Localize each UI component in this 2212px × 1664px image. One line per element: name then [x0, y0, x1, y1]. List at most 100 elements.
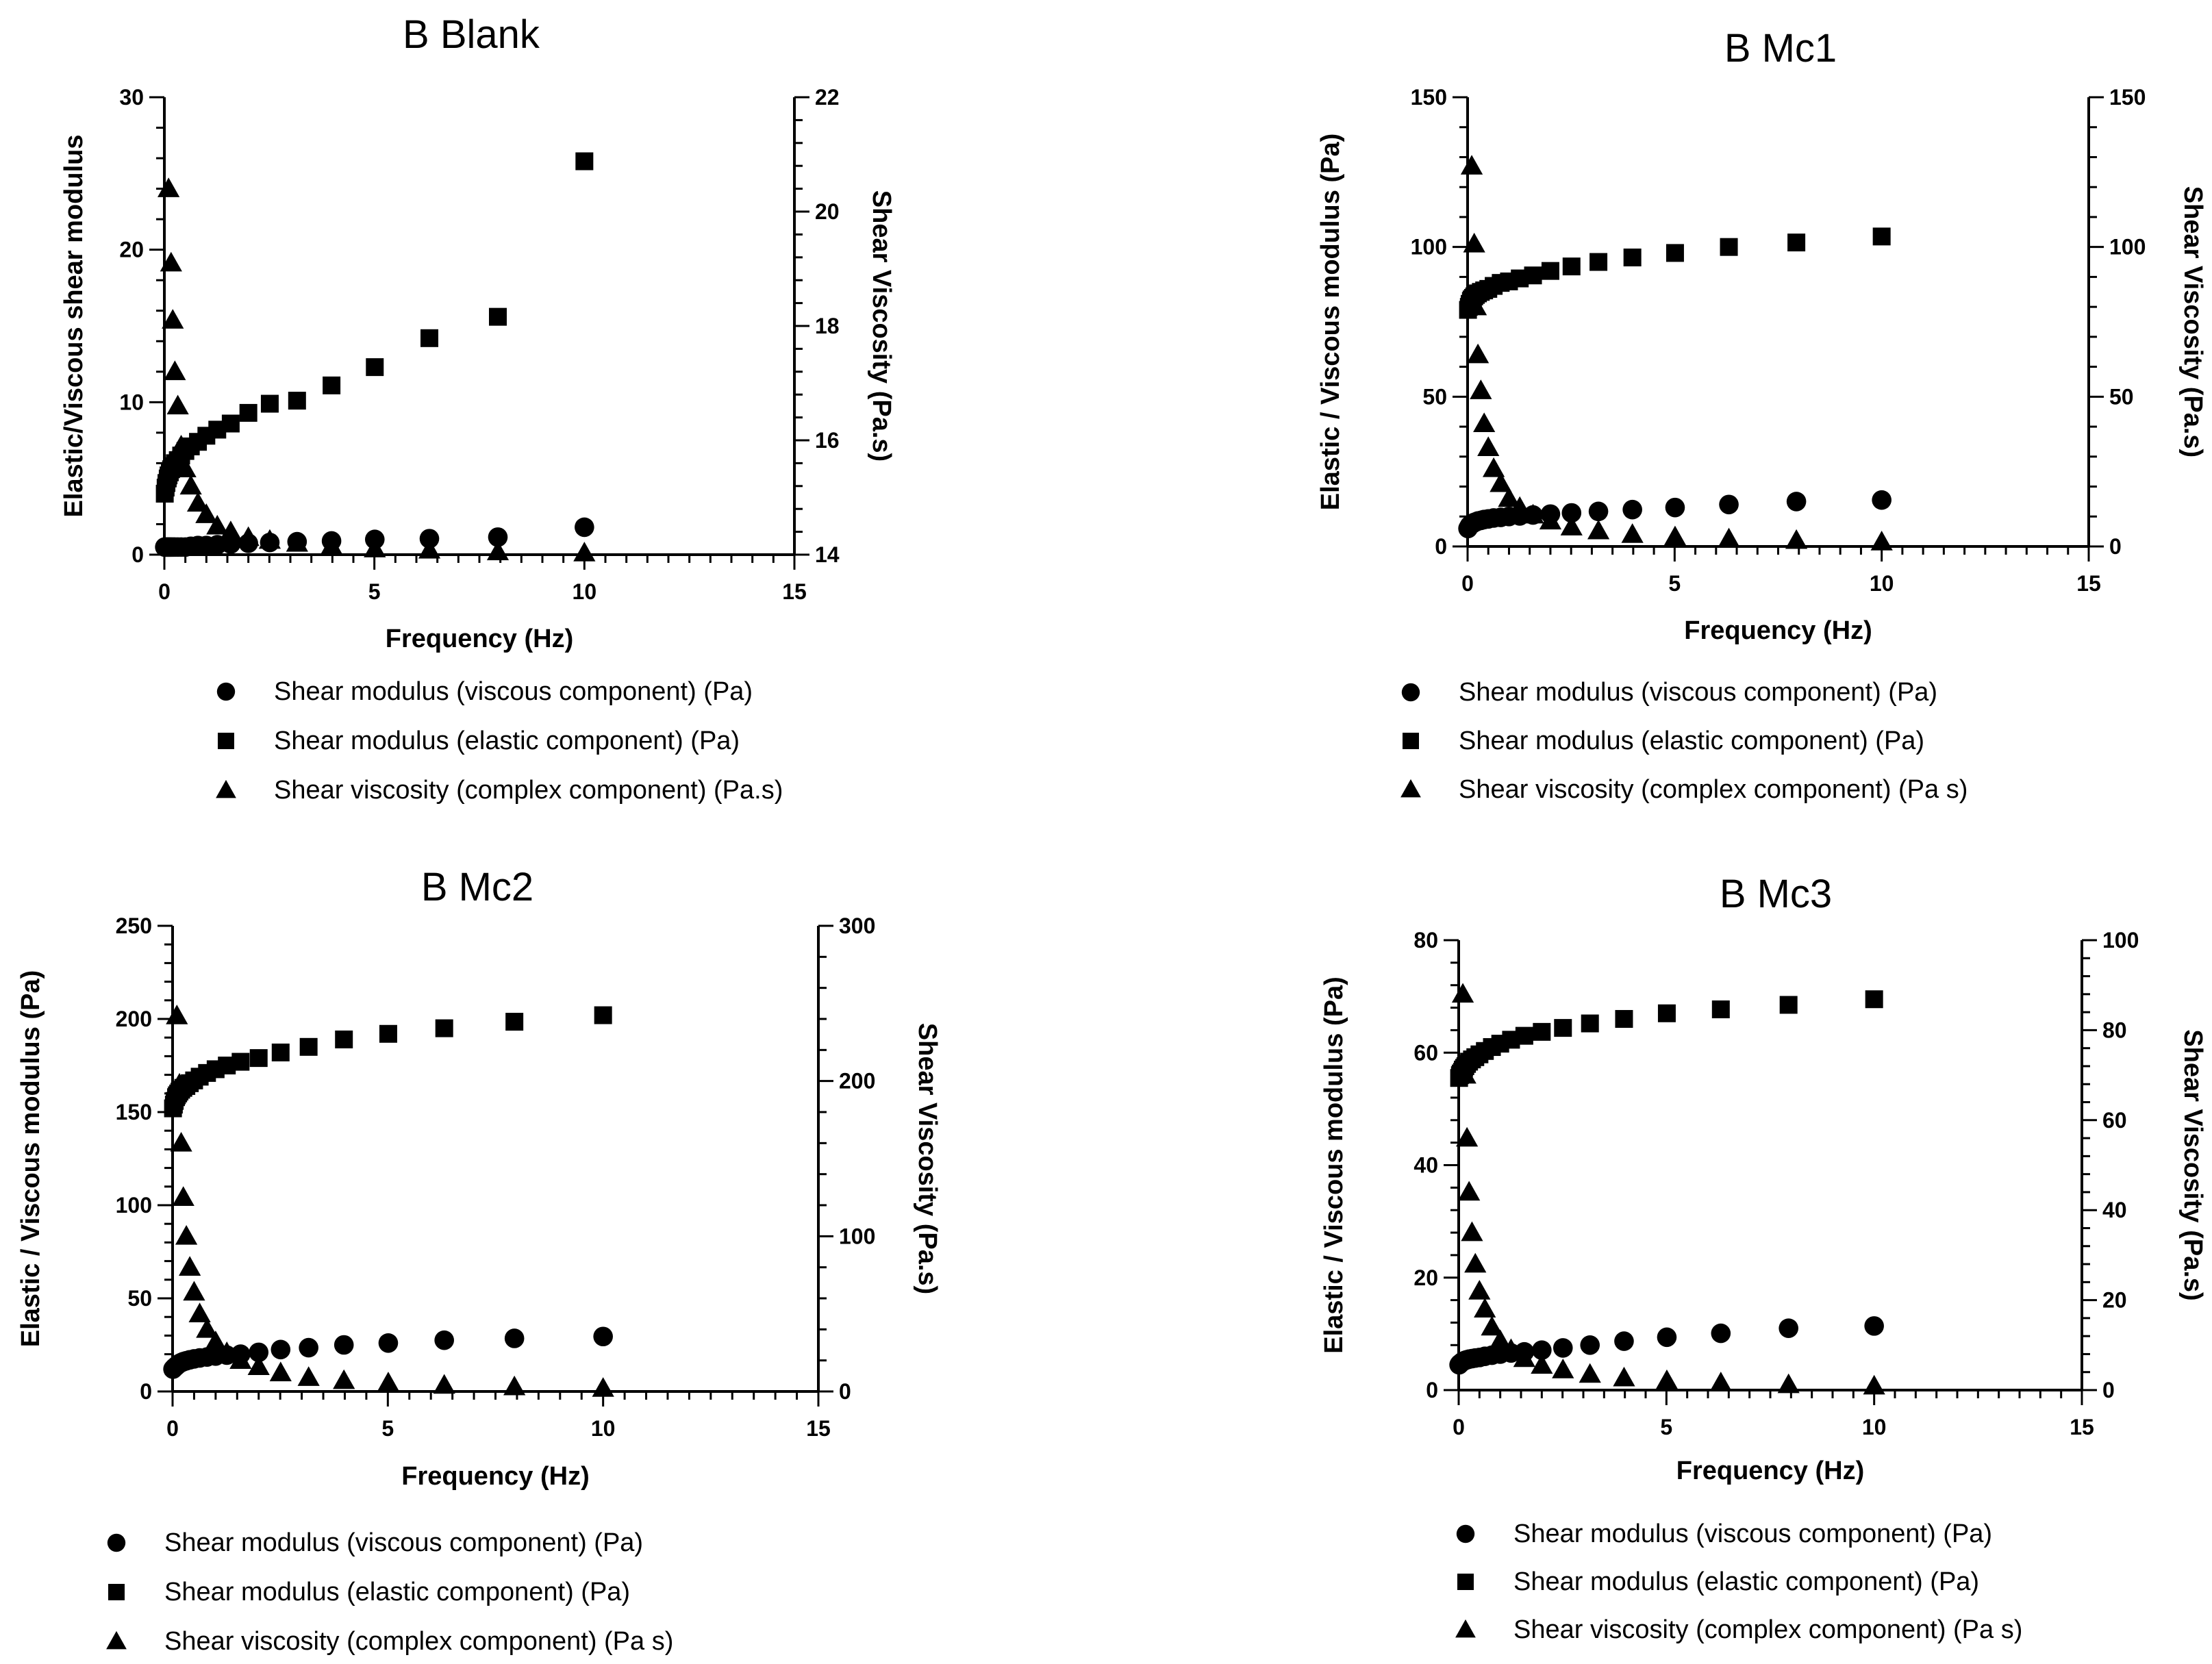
series-triangle — [158, 177, 596, 562]
data-point-circle — [378, 1333, 399, 1353]
data-point-triangle — [1718, 527, 1740, 548]
data-point-circle — [1786, 492, 1807, 512]
chart-title: B Mc1 — [1724, 26, 1837, 71]
data-point-triangle — [206, 514, 229, 535]
legend-marker-triangle — [1400, 779, 1421, 798]
legend: Shear modulus (viscous component) (Pa) Sh… — [1455, 1520, 2022, 1644]
data-point-triangle — [160, 251, 182, 272]
data-point-triangle — [1709, 1372, 1732, 1391]
data-point-triangle — [219, 520, 242, 540]
data-point-triangle — [1490, 472, 1512, 492]
legend-label: Shear modulus (elastic component) (Pa) — [274, 727, 740, 755]
data-point-triangle — [286, 531, 308, 552]
data-point-triangle — [1513, 1347, 1535, 1367]
series-square — [1459, 227, 1891, 319]
data-point-triangle — [1477, 436, 1500, 456]
data-point-triangle — [1621, 523, 1644, 543]
data-point-square — [1581, 1014, 1599, 1033]
y2-tick-label: 100 — [839, 1224, 875, 1248]
y2-tick-label: 80 — [2102, 1018, 2127, 1042]
y-tick-label: 30 — [119, 85, 144, 110]
legend-marker-triangle — [1455, 1619, 1476, 1638]
data-point-triangle — [1500, 1338, 1522, 1359]
legend-marker-circle — [107, 1533, 126, 1552]
y-tick-label: 0 — [131, 542, 144, 567]
data-point-square — [594, 1006, 612, 1024]
chart-panel-2: B Mc1 0 50 100 150 0 50 100 150 0 5 10 15 Frequency (… — [1316, 26, 2207, 804]
data-point-circle — [1580, 1335, 1600, 1355]
legend-marker-triangle — [106, 1630, 127, 1650]
data-point-triangle — [1468, 1280, 1491, 1300]
data-point-circle — [249, 1342, 269, 1363]
data-point-triangle — [162, 309, 184, 329]
data-point-triangle — [1461, 1221, 1483, 1241]
chart-title: B Mc2 — [421, 865, 533, 909]
y-tick-label: 0 — [1435, 534, 1447, 559]
legend-label: Shear modulus (elastic component) (Pa) — [1513, 1567, 1979, 1596]
data-point-triangle — [1470, 379, 1492, 399]
data-point-triangle — [258, 529, 281, 549]
data-point-square — [420, 329, 439, 347]
data-point-circle — [434, 1330, 454, 1350]
legend: Shear modulus (viscous component) (Pa) Sh… — [216, 677, 783, 805]
y-tick-label: 0 — [1426, 1378, 1438, 1402]
data-point-triangle — [1481, 1315, 1503, 1336]
y-tick-label: 50 — [1422, 384, 1447, 409]
series-triangle — [1451, 983, 1885, 1395]
data-point-triangle — [1522, 503, 1544, 524]
x-tick-label: 10 — [1862, 1415, 1887, 1439]
y-tick-label: 20 — [119, 238, 144, 262]
data-point-square — [231, 1052, 250, 1071]
data-point-square — [1720, 238, 1738, 256]
data-point-triangle — [364, 538, 386, 557]
y2-tick-label: 300 — [839, 913, 875, 938]
data-point-triangle — [1777, 1373, 1800, 1394]
x-tick-label: 5 — [1660, 1415, 1672, 1439]
y-tick-label: 10 — [119, 390, 144, 414]
data-point-square — [260, 394, 279, 413]
y-tick-label: 80 — [1413, 928, 1438, 953]
y-tick-label: 150 — [116, 1100, 152, 1124]
data-point-square — [1711, 1000, 1730, 1019]
data-point-circle — [1532, 1340, 1552, 1360]
series-square — [155, 152, 594, 503]
data-point-circle — [334, 1335, 354, 1355]
data-point-square — [1657, 1004, 1676, 1022]
y-axis-label: Elastic / Viscous modulus (Pa) — [16, 970, 45, 1347]
x-tick-label: 5 — [1668, 571, 1681, 596]
y-tick-label: 200 — [116, 1007, 152, 1031]
legend-label: Shear modulus (viscous component) (Pa) — [1513, 1520, 1992, 1548]
data-point-triangle — [1863, 1374, 1885, 1395]
y-tick-label: 100 — [116, 1193, 152, 1218]
data-point-triangle — [229, 1349, 252, 1369]
data-point-square — [1515, 1026, 1533, 1045]
y-tick-label: 40 — [1413, 1153, 1438, 1178]
data-point-square — [221, 414, 240, 433]
data-point-triangle — [1460, 155, 1483, 175]
data-point-triangle — [188, 1302, 211, 1322]
data-point-triangle — [1655, 1369, 1679, 1389]
data-point-circle — [1711, 1323, 1731, 1344]
y-tick-label: 100 — [1411, 235, 1447, 260]
x-tick-label: 0 — [158, 579, 171, 604]
x-tick-label: 10 — [1870, 571, 1894, 596]
data-point-square — [1562, 257, 1581, 276]
y-axis-label: Elastic / Viscous modulus (Pa) — [1320, 976, 1348, 1353]
data-point-square — [1872, 227, 1891, 246]
data-point-square — [1779, 996, 1798, 1014]
y2-axis-label: Shear Viscosity (Pa.s) — [913, 1023, 942, 1294]
data-point-square — [1666, 244, 1684, 262]
y2-tick-label: 20 — [815, 199, 840, 224]
legend: Shear modulus (viscous component) (Pa) Sh… — [1400, 678, 1968, 804]
chart-panel-4: B Mc3 0 20 40 60 80 0 20 40 60 80 100 0 5 10 15 Frequenc… — [1320, 872, 2207, 1644]
legend-marker-square — [218, 733, 234, 749]
data-point-triangle — [1870, 531, 1893, 551]
legend-label: Shear modulus (viscous component) (Pa) — [274, 677, 753, 706]
data-point-circle — [299, 1337, 318, 1358]
data-point-triangle — [1785, 529, 1808, 549]
legend-marker-square — [108, 1584, 125, 1600]
data-point-square — [1865, 990, 1883, 1009]
y-axis-label: Elastic/Viscous shear modulus — [60, 135, 88, 518]
data-point-circle — [1614, 1331, 1634, 1351]
series-square — [1450, 990, 1883, 1087]
